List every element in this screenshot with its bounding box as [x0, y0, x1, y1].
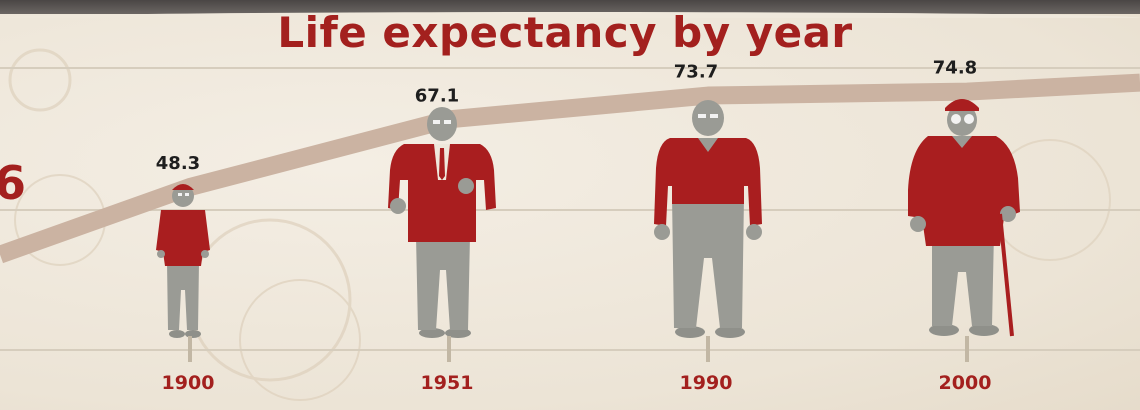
cane — [998, 213, 1014, 337]
person-child-icon — [156, 184, 210, 338]
value-label-1900: 48.3 — [156, 153, 200, 174]
x-axis-labels: 1900 1951 1990 2000 — [162, 372, 992, 394]
x-axis-ticks — [188, 336, 969, 362]
series-line — [0, 73, 1140, 264]
tick-label-1990: 1990 — [680, 372, 733, 394]
tick-label-1900: 1900 — [162, 372, 215, 394]
person-suit-icon — [388, 107, 496, 338]
chart-title: Life expectancy by year — [277, 8, 853, 57]
value-label-1951: 67.1 — [415, 85, 459, 106]
tick-label-1951: 1951 — [421, 372, 474, 394]
tick-label-2000: 2000 — [939, 372, 992, 394]
person-casual-icon — [654, 100, 762, 338]
value-label-1990: 73.7 — [674, 62, 718, 83]
partial-value-label: 6 — [0, 156, 26, 210]
person-elderly-cane-icon — [908, 99, 1020, 337]
torn-paper-edge — [0, 0, 1140, 18]
value-labels: 48.3 67.1 73.7 74.8 — [156, 58, 977, 174]
value-label-2000: 74.8 — [933, 58, 977, 79]
